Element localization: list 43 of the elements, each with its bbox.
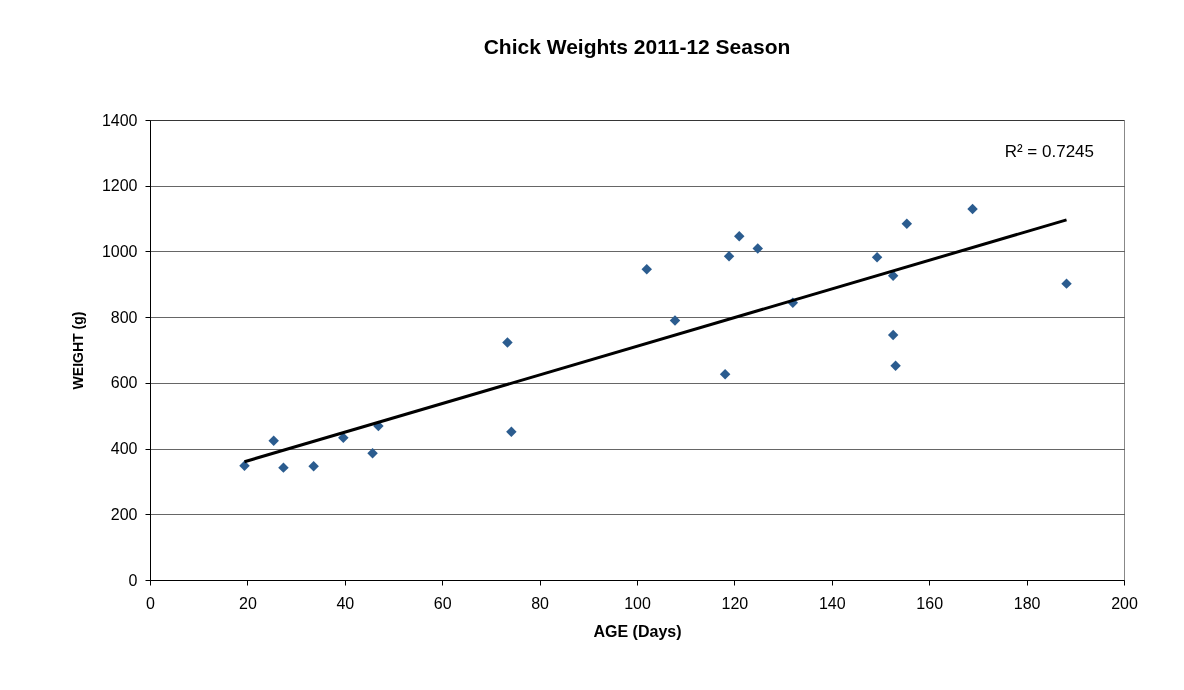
point: [901, 218, 913, 230]
x-tick-label: 0: [146, 594, 156, 612]
y-tick-label: 200: [110, 505, 138, 523]
chart-title: Chick Weights 2011-12 Season: [483, 35, 791, 58]
point: [1061, 278, 1072, 289]
x-tick-label: 60: [433, 594, 452, 612]
y-tick-label: 1200: [101, 177, 138, 195]
y-tick-label: 1400: [101, 111, 138, 129]
point: [734, 231, 745, 242]
point: [502, 337, 513, 348]
y-tick-label: 1000: [101, 242, 138, 260]
point: [641, 263, 652, 275]
y-tick-label: 400: [110, 440, 138, 458]
point: [506, 426, 517, 438]
x-tick-label: 100: [624, 594, 651, 612]
x-tick-label: 40: [336, 594, 355, 612]
x-tick-label: 180: [1013, 594, 1041, 612]
y-axis-title: WEIGHT (g): [69, 311, 86, 390]
point: [871, 252, 883, 263]
x-tick-label: 20: [239, 594, 257, 612]
x-tick-label: 200: [1111, 594, 1138, 612]
point: [338, 432, 349, 443]
point: [268, 435, 279, 446]
point: [239, 460, 250, 471]
point: [752, 243, 764, 254]
x-tick-label: 160: [916, 594, 944, 612]
x-tick-label: 140: [818, 594, 846, 612]
point: [719, 369, 731, 380]
x-tick-label: 80: [531, 594, 550, 612]
y-tick-label: 0: [128, 571, 138, 589]
point: [669, 315, 681, 326]
point: [723, 251, 735, 262]
point: [367, 447, 378, 459]
y-tick-label: 600: [110, 374, 138, 392]
y-tick-label: 800: [110, 308, 138, 326]
point: [308, 461, 319, 472]
x-axis-title: AGE (Days): [593, 622, 682, 640]
annotation: R² = 0.7245: [1004, 142, 1094, 162]
point: [278, 462, 289, 473]
point: [890, 360, 901, 372]
point: [887, 329, 899, 341]
point: [967, 203, 978, 215]
x-tick-label: 120: [721, 594, 749, 612]
